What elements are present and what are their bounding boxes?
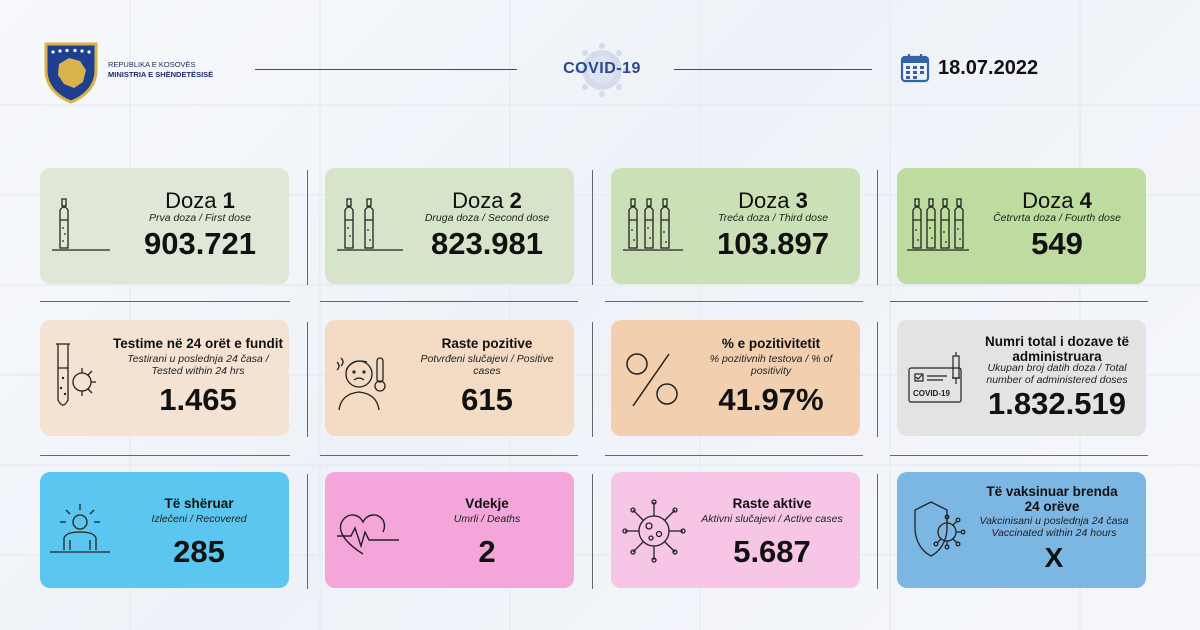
dose-4-subtitle: Četrvrta doza / Fourth dose [993, 212, 1121, 224]
ministry-name: REPUBLIKA E KOSOVËS MINISTRIA E SHËNDETË… [108, 60, 213, 80]
dose-3-subtitle: Treća doza / Third dose [717, 212, 829, 224]
row-separator-2 [320, 455, 578, 456]
ministry-line-2: MINISTRIA E SHËNDETËSISË [108, 70, 214, 79]
column-separator [877, 170, 878, 285]
active-cases-subtitle: Aktivni slučajevi / Active cases [701, 513, 843, 525]
vial-2-icon [337, 198, 403, 251]
sick-person-thermometer-icon [336, 357, 386, 411]
row-separator-2 [40, 455, 290, 456]
covid-certificate-syringe-icon: COVID-19 [908, 352, 962, 403]
deaths-value: 2 [478, 534, 496, 569]
dose-2-value: 823.981 [430, 226, 544, 261]
deaths-subtitle: Umrli / Deaths [453, 513, 521, 525]
recovered-card: Të shëruar Izlečeni / Recovered 285 [40, 472, 289, 588]
covid-title-block: COVID-19 [542, 40, 662, 100]
deaths-title: Vdekje [465, 496, 509, 511]
vaccinated-24h-card: Të vaksinuar brenda 24 orëve Vakcinisani… [897, 472, 1146, 588]
total-doses-value: 1.832.519 [988, 386, 1126, 421]
vial-1-icon [52, 198, 110, 251]
recovered-value: 285 [173, 534, 225, 569]
dose-4-card: Doza 4 Četrvrta doza / Fourth dose 549 [897, 168, 1146, 284]
row-separator-1 [605, 301, 863, 302]
svg-text:COVID-19: COVID-19 [913, 389, 950, 398]
vial-3-icon [623, 198, 683, 251]
calendar-icon [900, 54, 930, 83]
dose-1-card: Doza 1 Prva doza / First dose 903.721 [40, 168, 289, 284]
column-separator [877, 322, 878, 437]
tests-subtitle: Testirani u poslednja 24 časa / Tested w… [127, 353, 269, 377]
dose-1-subtitle: Prva doza / First dose [148, 212, 252, 224]
column-separator [592, 170, 593, 285]
positive-cases-title: Raste pozitive [441, 336, 533, 351]
header: REPUBLIKA E KOSOVËS MINISTRIA E SHËNDETË… [0, 0, 1200, 140]
positivity-subtitle: % pozitivnih testova / % of positivity [709, 353, 833, 377]
dose-2-title: Doza 2 [407, 188, 567, 214]
total-doses-title: Numri total i dozave të administruara [984, 334, 1130, 364]
dose-3-title: Doza 3 [693, 188, 853, 214]
dose-3-value: 103.897 [716, 226, 830, 261]
dose-title-prefix: Doza [1022, 188, 1080, 213]
positive-cases-card: Raste pozitive Potvrđeni slučajevi / Pos… [325, 320, 574, 436]
vaccinated-24h-subtitle: Vakcinisani u poslednja 24 časa Vaccinat… [979, 515, 1129, 539]
dose-title-number: 3 [795, 188, 808, 213]
vaccinated-24h-title: Të vaksinuar brenda 24 orëve [986, 484, 1118, 514]
test-tube-virus-icon [56, 343, 96, 406]
row-separator-2 [605, 455, 863, 456]
header-divider-left [255, 69, 517, 70]
covid-title: COVID-19 [563, 60, 641, 77]
header-divider-right [674, 69, 872, 70]
positivity-card: % e pozitivitetit % pozitivnih testova /… [611, 320, 860, 436]
positive-cases-subtitle: Potvrđeni slučajevi / Positive cases [420, 353, 554, 377]
heartbeat-icon [337, 514, 399, 555]
vaccinated-24h-value: X [1044, 542, 1064, 573]
dose-title-prefix: Doza [165, 188, 223, 213]
shield-virus-icon [914, 501, 966, 557]
tests-title: Testime në 24 orët e fundit [112, 336, 284, 351]
virus-icon [622, 499, 686, 563]
row-separator-1 [890, 301, 1148, 302]
dose-1-title: Doza 1 [120, 188, 280, 214]
dose-4-title: Doza 4 [977, 188, 1137, 214]
dose-4-value: 549 [1031, 226, 1083, 261]
row-separator-2 [890, 455, 1148, 456]
dose-title-prefix: Doza [738, 188, 796, 213]
virus-watermark-icon [575, 43, 629, 97]
column-separator [592, 322, 593, 437]
percent-icon [626, 353, 678, 407]
recovered-person-icon [50, 504, 110, 553]
dose-title-number: 2 [509, 188, 522, 213]
report-date: 18.07.2022 [938, 56, 1039, 79]
total-doses-subtitle: Ukupan broj datih doza / Total number of… [986, 362, 1128, 386]
ministry-line-1: REPUBLIKA E KOSOVËS [108, 60, 196, 69]
dose-1-value: 903.721 [143, 226, 257, 261]
active-cases-value: 5.687 [733, 534, 811, 569]
recovered-title: Të shëruar [164, 496, 234, 511]
positivity-title: % e pozitivitetit [721, 336, 821, 351]
dose-title-number: 1 [222, 188, 235, 213]
column-separator [307, 170, 308, 285]
dose-3-card: Doza 3 Treća doza / Third dose 103.897 [611, 168, 860, 284]
kosovo-coat-of-arms-logo [44, 42, 98, 104]
column-separator [592, 474, 593, 589]
tests-card: Testime në 24 orët e fundit Testirani u … [40, 320, 289, 436]
date-block: 18.07.2022 [900, 53, 1038, 83]
dose-2-subtitle: Druga doza / Second dose [424, 212, 550, 224]
column-separator [307, 322, 308, 437]
column-separator [877, 474, 878, 589]
row-separator-1 [40, 301, 290, 302]
row-separator-1 [320, 301, 578, 302]
positivity-value: 41.97% [718, 382, 824, 417]
total-doses-card: COVID-19 Numri total i dozave të adminis… [897, 320, 1146, 436]
vial-4-icon [907, 198, 969, 251]
dose-2-card: Doza 2 Druga doza / Second dose 823.981 [325, 168, 574, 284]
recovered-subtitle: Izlečeni / Recovered [151, 513, 247, 525]
active-cases-card: Raste aktive Aktivni slučajevi / Active … [611, 472, 860, 588]
dose-title-number: 4 [1079, 188, 1092, 213]
column-separator [307, 474, 308, 589]
dose-title-prefix: Doza [452, 188, 510, 213]
tests-value: 1.465 [159, 382, 237, 417]
active-cases-title: Raste aktive [732, 496, 812, 511]
positive-cases-value: 615 [461, 382, 513, 417]
deaths-card: Vdekje Umrli / Deaths 2 [325, 472, 574, 588]
